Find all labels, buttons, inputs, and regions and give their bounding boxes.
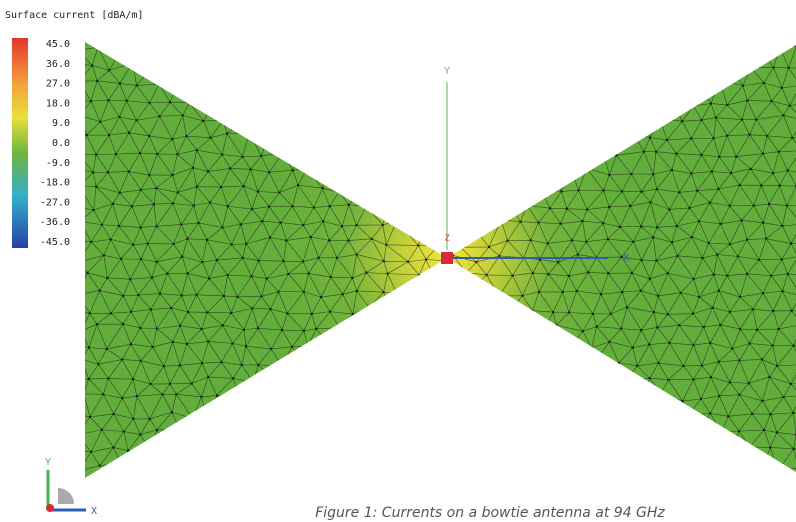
colorbar-label: 45.0 (46, 39, 70, 50)
colorbar-label: -18.0 (40, 178, 70, 189)
colorbar-label: -27.0 (40, 197, 70, 208)
caption: Figure 1: Currents on a bowtie antenna a… (315, 505, 665, 521)
z-axis-label: Z (445, 234, 450, 243)
colorbar-label: 9.0 (52, 118, 70, 129)
colorbar-label: 27.0 (46, 79, 70, 90)
colorbar (12, 38, 28, 248)
x-axis-label: X (623, 253, 629, 264)
corner-y-label: Y (45, 457, 51, 468)
colorbar-label: 18.0 (46, 98, 70, 109)
colorbar-label: -45.0 (40, 237, 70, 248)
colorbar-label: -36.0 (40, 217, 70, 228)
colorbar-label: 0.0 (52, 138, 70, 149)
origin-marker (441, 252, 453, 264)
colorbar-title: Surface current [dBA/m] (5, 10, 143, 21)
bowtie-antenna (0, 0, 796, 522)
corner-x-label: X (91, 506, 97, 517)
colorbar-label: 36.0 (46, 59, 70, 70)
viewport: Surface current [dBA/m] 45.0 36.0 27.0 18.0… (0, 0, 796, 522)
colorbar-label: -9.0 (46, 158, 70, 169)
y-axis-label: Y (444, 66, 450, 77)
page: Surface current [dBA/m] 45.0 36.0 27.0 18.0… (0, 0, 796, 522)
